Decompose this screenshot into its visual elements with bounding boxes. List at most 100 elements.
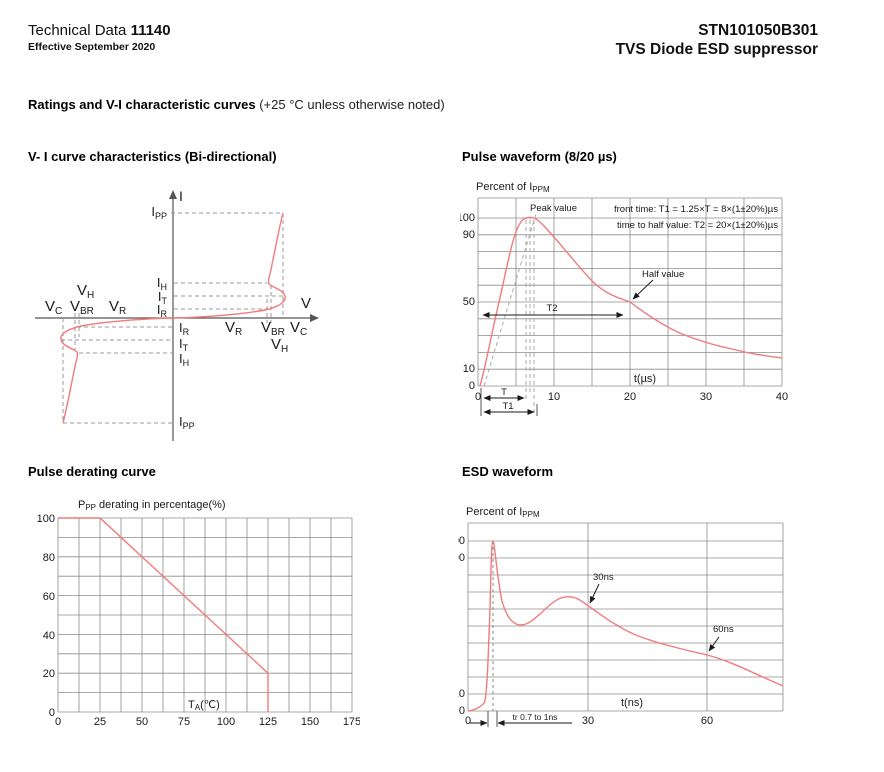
vi-label-it-top: IT bbox=[158, 289, 168, 306]
esd-60ns-label: 60ns bbox=[713, 624, 734, 635]
derating-xtick: 50 bbox=[136, 716, 148, 728]
vi-label-ir-bottom: IR bbox=[179, 320, 190, 337]
pulse-t1-label: T1 bbox=[502, 401, 513, 412]
esd-grid bbox=[467, 522, 784, 712]
vi-label-ih-bottom: IH bbox=[179, 351, 189, 368]
doc-title: Technical Data 11140 bbox=[28, 22, 171, 39]
pulse-xtick: 30 bbox=[700, 391, 712, 403]
derating-ylabel: PPP derating in percentage(%) bbox=[78, 499, 226, 512]
esd-ytick: 100 bbox=[458, 535, 465, 547]
pulse-t-label: T bbox=[501, 387, 507, 398]
section-heading: Ratings and V-I characteristic curves (+… bbox=[28, 97, 445, 112]
vi-label-vbr-left: VBR bbox=[70, 298, 94, 317]
esd-xtick: 30 bbox=[582, 715, 594, 727]
vi-label-vbr-right: VBR bbox=[261, 319, 285, 338]
pulse-xtick: 0 bbox=[475, 391, 481, 403]
esd-ytick: 90 bbox=[458, 552, 465, 564]
derating-xtick: 75 bbox=[178, 716, 190, 728]
vi-dashed-lines bbox=[61, 212, 285, 424]
pulse-waveform-figure: Percent of IPPM t(µs) 100 90 50 10 0 0 1… bbox=[460, 181, 788, 416]
pulse-xtick: 20 bbox=[624, 391, 636, 403]
section-heading-note: (+25 °C unless otherwise noted) bbox=[255, 97, 445, 112]
pulse-half-label: Half value bbox=[642, 269, 684, 280]
doc-effective-date: Effective September 2020 bbox=[28, 41, 156, 53]
esd-30ns-label: 30ns bbox=[593, 572, 614, 583]
vi-label-ipp-bottom: IPP bbox=[179, 414, 195, 431]
esd-tr-label: tr 0.7 to 1ns bbox=[513, 712, 558, 722]
derating-ytick: 100 bbox=[37, 513, 55, 525]
esd-ytick: 0 bbox=[459, 705, 465, 717]
pulse-span-delimiters bbox=[480, 388, 538, 416]
pulse-half-value-arrow bbox=[632, 279, 654, 300]
pulse-peak-label: Peak value bbox=[530, 203, 577, 214]
part-number: STN101050B301 bbox=[698, 22, 818, 39]
doc-number: 11140 bbox=[130, 22, 171, 39]
esd-ytick: 10 bbox=[458, 688, 465, 700]
product-name: TVS Diode ESD suppressor bbox=[615, 41, 818, 58]
derating-xtick: 100 bbox=[217, 716, 235, 728]
vi-label-ir-top: IR bbox=[157, 302, 168, 319]
pulse-front-time-note: front time: T1 = 1.25×T = 8×(1±20%)µs bbox=[614, 204, 778, 215]
derating-curve bbox=[58, 517, 269, 712]
derating-figure: PPP derating in percentage(%) TA(℃) 100 8… bbox=[37, 499, 360, 728]
vi-label-vc-left: VC bbox=[45, 298, 62, 317]
vi-label-ipp-top: IPP bbox=[151, 204, 167, 221]
section-heading-bold: Ratings and V-I characteristic curves bbox=[28, 97, 256, 112]
esd-chart-title: ESD waveform bbox=[462, 464, 554, 479]
header-left: Technical Data 11140 Effective September… bbox=[28, 22, 171, 53]
derating-chart-title: Pulse derating curve bbox=[28, 464, 156, 479]
vi-curve-figure: I V IPP IH IT IR IR bbox=[35, 188, 319, 441]
vi-xaxis-label: V bbox=[301, 295, 311, 312]
pulse-curve bbox=[479, 216, 783, 387]
pulse-grid bbox=[477, 197, 783, 387]
pulse-dashed bbox=[483, 213, 537, 416]
pulse-xlabel: t(µs) bbox=[634, 373, 656, 385]
vi-yaxis-arrow bbox=[169, 190, 177, 199]
pulse-ytick: 10 bbox=[463, 363, 475, 375]
vi-label-vh-left: VH bbox=[77, 282, 94, 301]
header-right: STN101050B301 TVS Diode ESD suppressor bbox=[616, 21, 818, 59]
pulse-t2-label: T2 bbox=[546, 303, 557, 314]
pulse-ytick: 90 bbox=[463, 229, 475, 241]
vi-label-it-bottom: IT bbox=[179, 336, 189, 353]
derating-ytick: 80 bbox=[43, 552, 55, 564]
derating-ytick: 60 bbox=[43, 591, 55, 603]
derating-grid bbox=[57, 517, 353, 713]
esd-xlabel: t(ns) bbox=[621, 697, 643, 709]
vi-label-vh-right: VH bbox=[271, 336, 288, 355]
vi-chart-title: V- I curve characteristics (Bi-direction… bbox=[28, 149, 277, 164]
esd-60ns-arrow bbox=[708, 636, 720, 652]
esd-tr-ticks bbox=[487, 711, 498, 727]
vi-label-vr-right: VR bbox=[225, 319, 242, 338]
vi-label-vr-left: VR bbox=[109, 298, 126, 317]
pulse-ytick: 100 bbox=[460, 212, 475, 224]
pulse-xtick: 40 bbox=[776, 391, 788, 403]
derating-xlabel: TA(℃) bbox=[188, 699, 220, 712]
derating-ytick: 20 bbox=[43, 668, 55, 680]
pulse-half-value-note: time to half value: T2 = 20×(1±20%)µs bbox=[617, 220, 778, 231]
pulse-chart-title: Pulse waveform (8/20 µs) bbox=[462, 149, 617, 164]
doc-label: Technical Data bbox=[28, 22, 127, 39]
pulse-ylabel: Percent of IPPM bbox=[476, 181, 550, 194]
derating-ytick: 40 bbox=[43, 630, 55, 642]
pulse-ytick: 50 bbox=[463, 296, 475, 308]
derating-xtick: 125 bbox=[259, 716, 277, 728]
derating-xtick: 25 bbox=[94, 716, 106, 728]
esd-xtick: 60 bbox=[701, 715, 713, 727]
esd-ylabel: Percent of IPPM bbox=[466, 506, 540, 519]
vi-label-vc-right: VC bbox=[290, 319, 307, 338]
esd-30ns-arrow bbox=[589, 583, 600, 604]
derating-xtick: 150 bbox=[301, 716, 319, 728]
vi-label-ih-top: IH bbox=[157, 275, 167, 292]
esd-curve bbox=[467, 540, 784, 712]
vi-curve bbox=[60, 212, 286, 424]
pulse-ytick: 0 bbox=[469, 380, 475, 392]
derating-ytick: 0 bbox=[49, 707, 55, 719]
esd-xtick: 0 bbox=[465, 715, 471, 727]
vi-yaxis-label: I bbox=[179, 188, 183, 204]
pulse-xtick: 10 bbox=[548, 391, 560, 403]
vi-xaxis-arrow bbox=[310, 314, 319, 322]
derating-xtick: 175 bbox=[343, 716, 360, 728]
derating-xtick: 0 bbox=[55, 716, 61, 728]
